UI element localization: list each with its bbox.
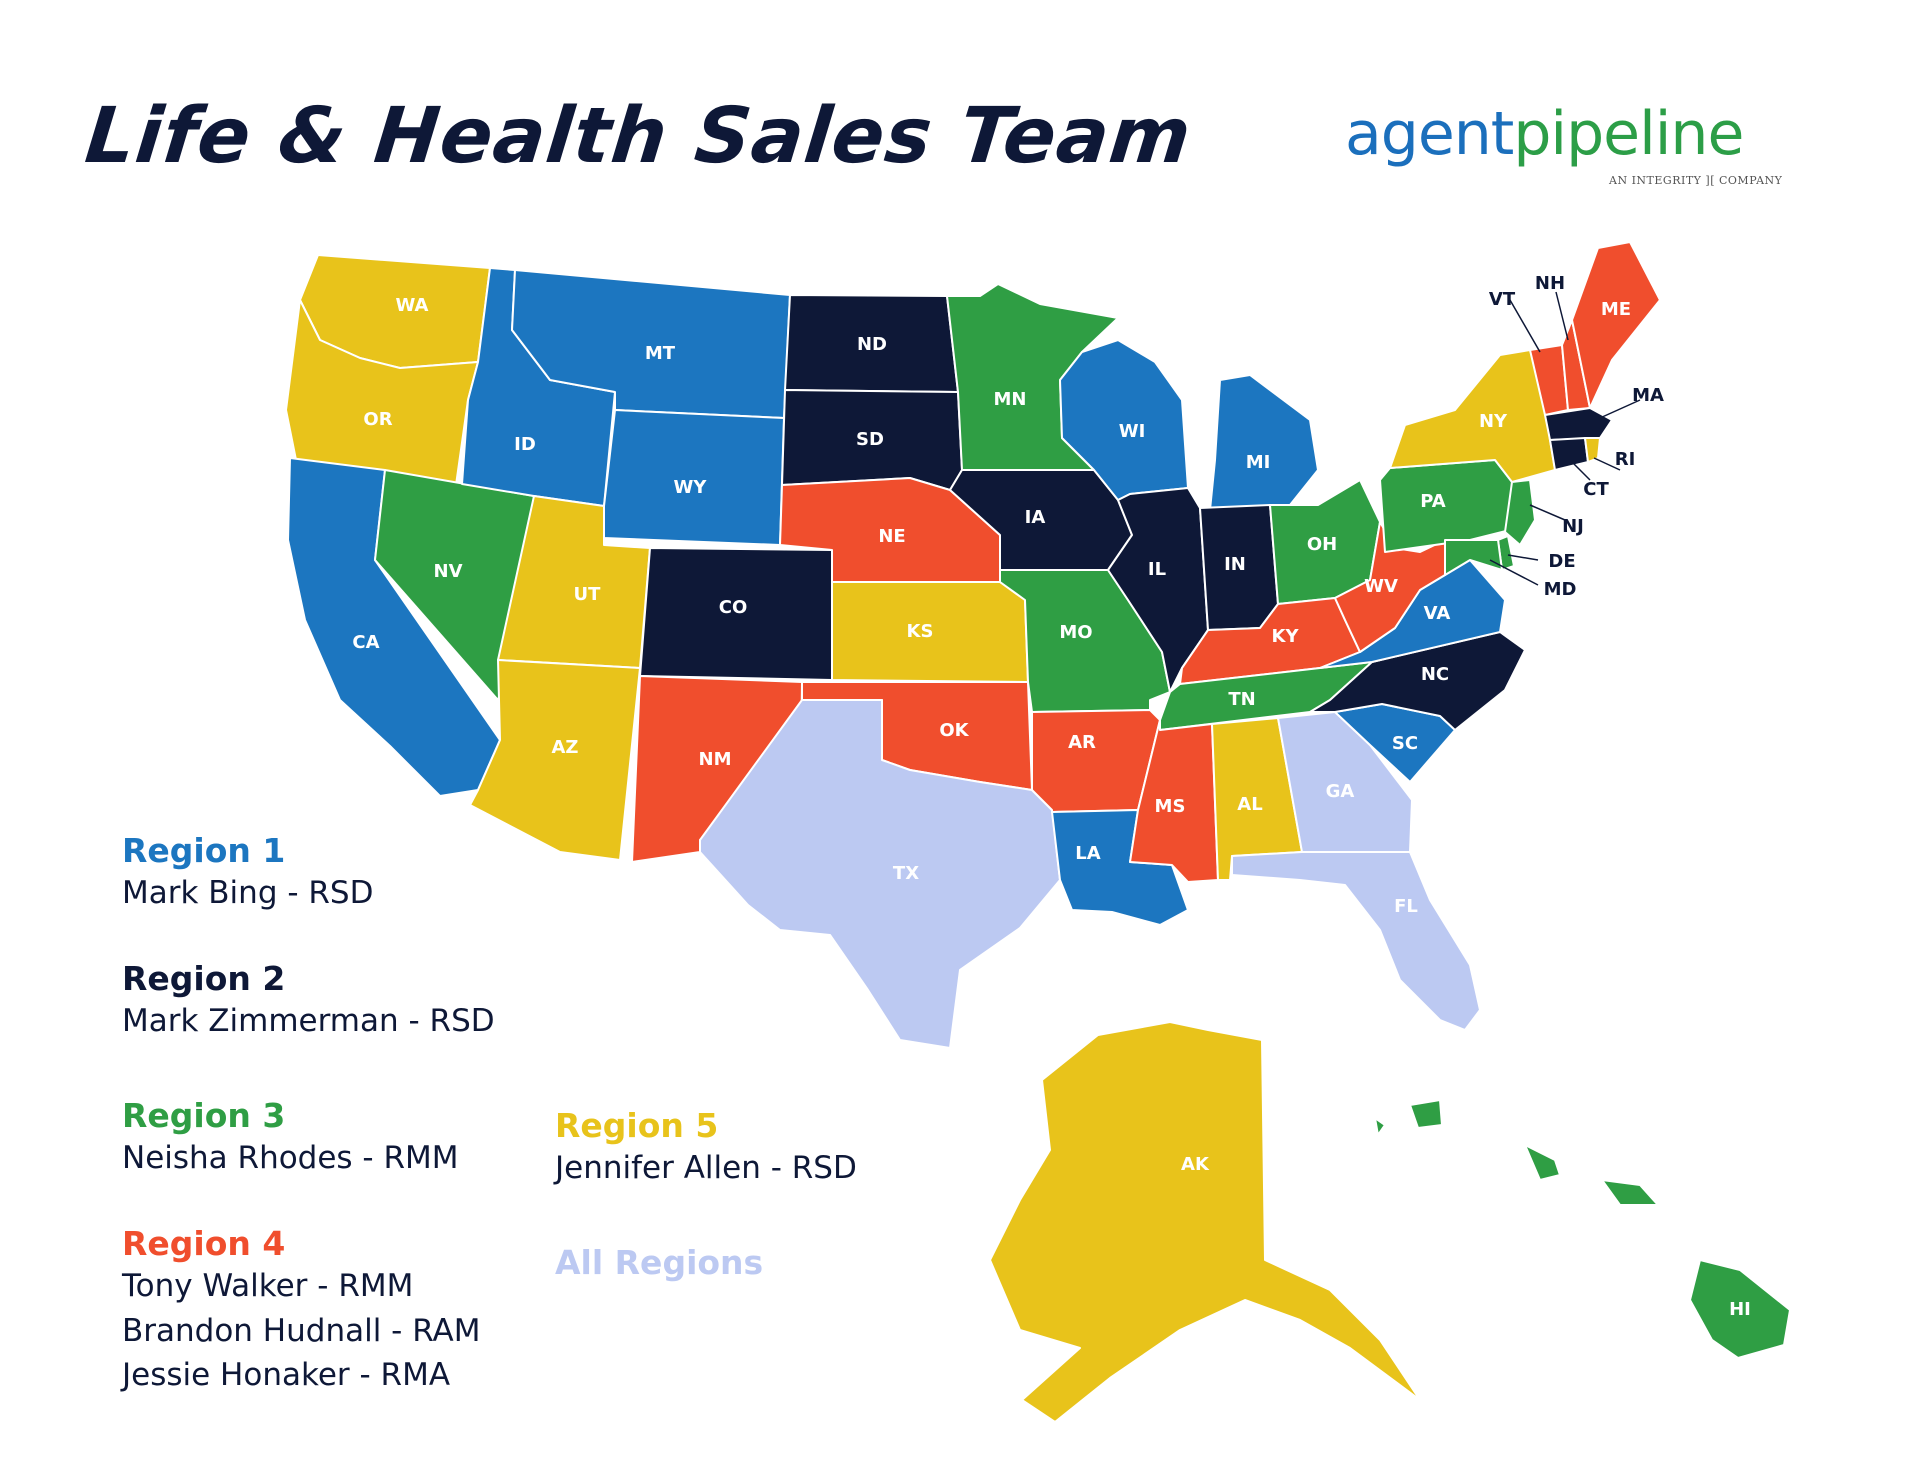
state-tx[interactable] <box>699 699 1061 1049</box>
state-label-ca: CA <box>352 632 379 653</box>
region-3-legend: Region 3 Neisha Rhodes - RMM <box>122 1096 459 1181</box>
logo-tagline: AN INTEGRITY ][ COMPANY <box>1609 174 1783 187</box>
region-3-title: Region 3 <box>122 1096 286 1135</box>
state-label-az: AZ <box>552 737 579 758</box>
state-label-tn: TN <box>1228 689 1255 710</box>
region-3-person: Neisha Rhodes - RMM <box>122 1139 459 1176</box>
leader-line-de <box>1507 554 1539 561</box>
state-label-ms: MS <box>1155 796 1186 817</box>
state-ny[interactable] <box>1389 349 1556 483</box>
leader-line-ma <box>1599 399 1641 419</box>
region-1-title: Region 1 <box>122 831 286 870</box>
state-label-tx: TX <box>893 863 919 884</box>
state-label-nj: NJ <box>1562 516 1584 537</box>
state-me[interactable] <box>1571 241 1661 409</box>
state-label-mn: MN <box>994 389 1027 410</box>
state-label-mo: MO <box>1059 622 1092 643</box>
state-label-wa: WA <box>396 295 429 316</box>
state-label-ri: RI <box>1615 449 1636 470</box>
state-label-md: MD <box>1544 579 1577 600</box>
region-5-legend: Region 5 Jennifer Allen - RSD <box>555 1106 857 1191</box>
state-label-ga: GA <box>1326 781 1355 802</box>
state-label-nv: NV <box>434 561 463 582</box>
state-label-ar: AR <box>1068 732 1096 753</box>
agentpipeline-logo: agentpipeline AN INTEGRITY ][ COMPANY <box>1345 104 1795 194</box>
state-ct[interactable] <box>1549 437 1589 471</box>
state-label-la: LA <box>1075 843 1100 864</box>
leader-line-vt <box>1509 299 1541 353</box>
state-label-ne: NE <box>878 526 905 547</box>
state-label-ky: KY <box>1272 626 1300 647</box>
state-pa[interactable] <box>1379 459 1513 553</box>
state-label-pa: PA <box>1420 491 1446 512</box>
state-hi[interactable] <box>1374 1099 1791 1359</box>
state-label-or: OR <box>363 409 392 430</box>
logo-word-pipeline: pipeline <box>1513 99 1744 169</box>
state-md[interactable] <box>1444 539 1503 576</box>
state-label-nh: NH <box>1535 273 1565 294</box>
region-1-person: Mark Bing - RSD <box>122 874 374 911</box>
state-label-il: IL <box>1148 559 1166 580</box>
state-label-in: IN <box>1224 554 1246 575</box>
state-label-hi: HI <box>1729 1299 1751 1320</box>
region-4-person-2: Brandon Hudnall - RAM <box>122 1312 481 1349</box>
state-label-sc: SC <box>1392 733 1418 754</box>
region-4-title: Region 4 <box>122 1224 286 1263</box>
state-label-mi: MI <box>1246 452 1271 473</box>
region-5-person: Jennifer Allen - RSD <box>555 1149 857 1186</box>
all-regions-legend: All Regions <box>555 1243 763 1283</box>
region-5-title: Region 5 <box>555 1106 719 1145</box>
state-label-co: CO <box>719 597 748 618</box>
region-4-person-3: Jessie Honaker - RMA <box>122 1357 451 1394</box>
state-ma[interactable] <box>1544 407 1613 441</box>
state-label-ut: UT <box>574 584 602 605</box>
state-label-ak: AK <box>1181 1154 1210 1175</box>
state-label-ok: OK <box>939 720 969 741</box>
state-label-mt: MT <box>645 343 676 364</box>
state-label-al: AL <box>1237 794 1262 815</box>
state-az[interactable] <box>469 659 641 861</box>
region-2-legend: Region 2 Mark Zimmerman - RSD <box>122 959 495 1044</box>
state-label-fl: FL <box>1394 896 1418 917</box>
state-ri[interactable] <box>1584 437 1601 463</box>
state-nj[interactable] <box>1504 479 1536 546</box>
leader-line-md <box>1489 559 1539 586</box>
leader-line-nj <box>1529 504 1566 521</box>
state-label-sd: SD <box>856 429 884 450</box>
state-il[interactable] <box>1107 487 1209 693</box>
region-2-person: Mark Zimmerman - RSD <box>122 1002 495 1039</box>
state-label-ct: CT <box>1583 479 1609 500</box>
state-label-ma: MA <box>1632 385 1664 406</box>
state-label-ny: NY <box>1479 411 1508 432</box>
leader-line-nh <box>1555 291 1569 341</box>
state-label-de: DE <box>1548 551 1575 572</box>
state-fl[interactable] <box>1231 851 1481 1031</box>
state-label-id: ID <box>514 434 536 455</box>
state-wy[interactable] <box>603 409 785 546</box>
region-2-title: Region 2 <box>122 959 286 998</box>
leader-line-ct <box>1571 461 1591 481</box>
state-ak[interactable] <box>989 1021 1421 1423</box>
state-label-oh: OH <box>1307 534 1337 555</box>
state-label-wv: WV <box>1364 576 1398 597</box>
state-label-wy: WY <box>674 477 708 498</box>
region-4-person-1: Tony Walker - RMM <box>122 1267 414 1304</box>
leader-line-ri <box>1593 457 1621 471</box>
state-label-va: VA <box>1424 603 1451 624</box>
state-label-ia: IA <box>1025 507 1046 528</box>
state-label-ks: KS <box>907 621 934 642</box>
state-label-wi: WI <box>1119 421 1146 442</box>
region-4-legend: Region 4 Tony Walker - RMM Brandon Hudna… <box>122 1224 480 1398</box>
state-label-nd: ND <box>857 334 887 355</box>
state-label-vt: VT <box>1489 289 1516 310</box>
all-regions-title: All Regions <box>555 1243 764 1282</box>
state-nc[interactable] <box>1309 631 1526 731</box>
state-mi[interactable] <box>1209 374 1319 511</box>
region-1-legend: Region 1 Mark Bing - RSD <box>122 831 373 916</box>
state-label-nc: NC <box>1421 664 1449 685</box>
state-label-me: ME <box>1601 299 1631 320</box>
logo-word-agent: agent <box>1345 99 1514 169</box>
state-label-nm: NM <box>699 749 732 770</box>
